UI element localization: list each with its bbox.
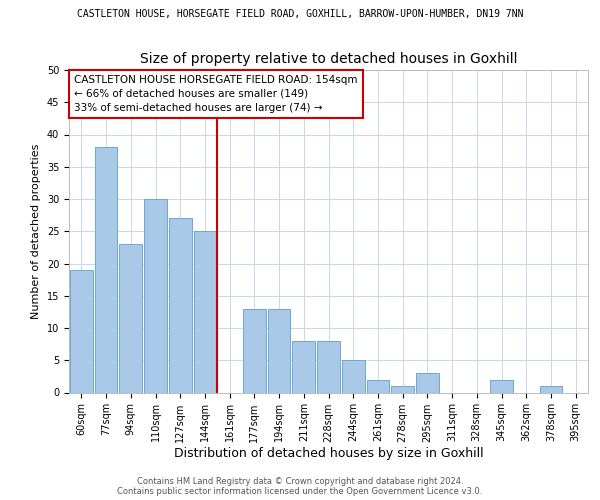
Bar xyxy=(144,199,167,392)
Bar xyxy=(317,341,340,392)
Bar xyxy=(342,360,365,392)
Bar xyxy=(95,148,118,392)
Text: Contains HM Land Registry data © Crown copyright and database right 2024.
Contai: Contains HM Land Registry data © Crown c… xyxy=(118,476,482,496)
Bar xyxy=(416,373,439,392)
Title: Size of property relative to detached houses in Goxhill: Size of property relative to detached ho… xyxy=(140,52,517,66)
Bar xyxy=(194,231,216,392)
Bar xyxy=(119,244,142,392)
Bar xyxy=(367,380,389,392)
Bar xyxy=(292,341,315,392)
Bar xyxy=(391,386,414,392)
Bar xyxy=(490,380,513,392)
Bar xyxy=(539,386,562,392)
Bar xyxy=(243,308,266,392)
Y-axis label: Number of detached properties: Number of detached properties xyxy=(31,144,41,319)
Bar xyxy=(268,308,290,392)
Bar xyxy=(169,218,191,392)
X-axis label: Distribution of detached houses by size in Goxhill: Distribution of detached houses by size … xyxy=(173,447,484,460)
Text: CASTLETON HOUSE, HORSEGATE FIELD ROAD, GOXHILL, BARROW-UPON-HUMBER, DN19 7NN: CASTLETON HOUSE, HORSEGATE FIELD ROAD, G… xyxy=(77,9,523,19)
Text: CASTLETON HOUSE HORSEGATE FIELD ROAD: 154sqm
← 66% of detached houses are smalle: CASTLETON HOUSE HORSEGATE FIELD ROAD: 15… xyxy=(74,75,358,113)
Bar xyxy=(70,270,93,392)
